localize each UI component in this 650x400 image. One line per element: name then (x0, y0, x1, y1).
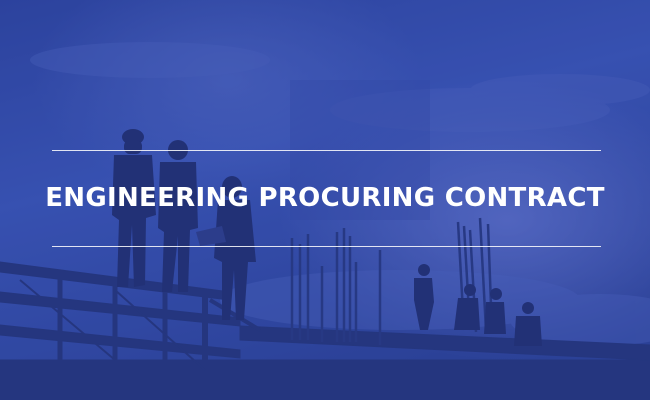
top-divider-line (52, 150, 601, 151)
steel-scaffold (0, 261, 650, 400)
banner-title: ENGINEERING PROCURING CONTRACT (45, 183, 605, 213)
rebar-columns (290, 217, 494, 345)
construction-workers-silhouette (112, 129, 542, 346)
bottom-divider-line (52, 246, 601, 247)
